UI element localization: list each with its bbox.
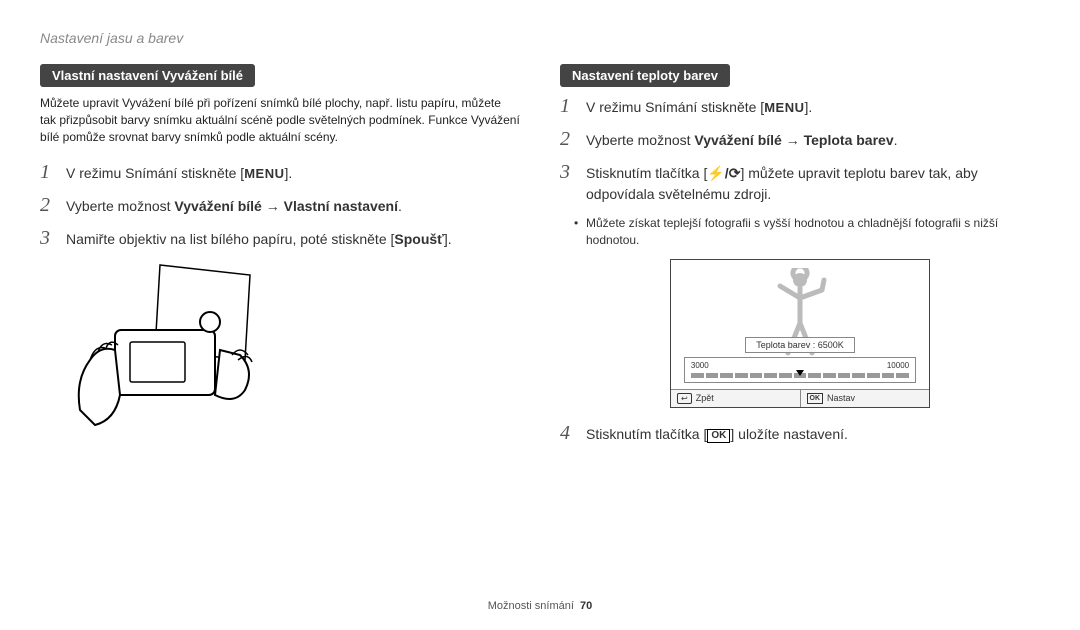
right-step-4: 4 Stisknutím tlačítka [OK] uložíte nasta…: [560, 422, 1040, 445]
step-text-pre: Vyberte možnost: [586, 132, 694, 148]
right-column: Nastavení teploty barev 1 V režimu Snímá…: [560, 64, 1040, 455]
step-number: 2: [40, 194, 56, 217]
camera-screen-preview: Teplota barev : 6500K 3000 10000: [670, 259, 930, 409]
step-text-bold: Spoušť: [394, 231, 444, 247]
slider-max: 10000: [887, 361, 909, 370]
left-step-3: 3 Namiřte objektiv na list bílého papíru…: [40, 227, 520, 250]
camera-paper-illustration: [60, 260, 520, 445]
step-text-post: ].: [444, 231, 452, 247]
step-number: 2: [560, 128, 576, 151]
step-text: Stisknutím tlačítka [⚡/⟳] můžete upravit…: [586, 161, 1040, 205]
left-column: Vlastní nastavení Vyvážení bílé Můžete u…: [40, 64, 520, 455]
ok-button-icon: OK: [707, 429, 730, 443]
step-text-pre: Vyberte možnost: [66, 198, 174, 214]
section-title-left: Vlastní nastavení Vyvážení bílé: [40, 64, 255, 87]
screen-set-button: OK Nastav: [801, 390, 930, 408]
step-text: V režimu Snímání stiskněte [MENU].: [586, 95, 812, 118]
step-number: 3: [40, 227, 56, 250]
step-text-post: ].: [804, 99, 812, 115]
step-text-post: ].: [284, 165, 292, 181]
right-step-3: 3 Stisknutím tlačítka [⚡/⟳] můžete uprav…: [560, 161, 1040, 205]
step-text: Namiřte objektiv na list bílého papíru, …: [66, 227, 452, 250]
page-footer: Možnosti snímání 70: [0, 600, 1080, 612]
slider-thumb-icon: [796, 370, 804, 376]
step-text-post: .: [398, 198, 402, 214]
section-title-right: Nastavení teploty barev: [560, 64, 730, 87]
footer-text: Možnosti snímání: [488, 600, 574, 612]
page-header: Nastavení jasu a barev: [40, 30, 1040, 46]
step-text: Vyberte možnost Vyvážení bílé → Vlastní …: [66, 194, 402, 217]
step-text-pre: V režimu Snímání stiskněte [: [586, 99, 764, 115]
step-text-pre: V režimu Snímání stiskněte [: [66, 165, 244, 181]
step-number: 1: [40, 161, 56, 184]
step-text-pre: Stisknutím tlačítka [: [586, 426, 707, 442]
ok-icon: OK: [807, 393, 824, 404]
step-number: 3: [560, 161, 576, 184]
back-arrow-icon: ↩: [677, 393, 692, 405]
step-text: Stisknutím tlačítka [OK] uložíte nastave…: [586, 422, 848, 445]
step-text: Vyberte možnost Vyvážení bílé → Teplota …: [586, 128, 898, 151]
right-step-1: 1 V režimu Snímání stiskněte [MENU].: [560, 95, 1040, 118]
note-bullet: Můžete získat teplejší fotografii s vyšš…: [586, 215, 1040, 249]
screen-back-button: ↩ Zpět: [671, 390, 801, 408]
temperature-label: Teplota barev : 6500K: [745, 337, 855, 353]
intro-text: Můžete upravit Vyvážení bílé při pořízen…: [40, 95, 520, 145]
step-text-pre: Namiřte objektiv na list bílého papíru, …: [66, 231, 394, 247]
right-step-2: 2 Vyberte možnost Vyvážení bílé → Teplot…: [560, 128, 1040, 151]
menu-icon-text: MENU: [244, 166, 284, 181]
step-text-bold: Vyvážení bílé → Teplota barev: [694, 132, 893, 148]
step-text-post: ] uložíte nastavení.: [730, 426, 848, 442]
temperature-slider: 3000 10000: [684, 357, 916, 383]
step-text-post: .: [894, 132, 898, 148]
step-text-pre: Stisknutím tlačítka [: [586, 165, 707, 181]
step-number: 4: [560, 422, 576, 445]
slider-min: 3000: [691, 361, 709, 370]
footer-page-number: 70: [580, 600, 592, 612]
step-number: 1: [560, 95, 576, 118]
left-step-1: 1 V režimu Snímání stiskněte [MENU].: [40, 161, 520, 184]
set-label: Nastav: [827, 393, 855, 403]
menu-icon-text: MENU: [764, 100, 804, 115]
step-text-bold: Vyvážení bílé → Vlastní nastavení: [174, 198, 398, 214]
flash-timer-icon: ⚡/⟳: [707, 165, 740, 181]
left-step-2: 2 Vyberte možnost Vyvážení bílé → Vlastn…: [40, 194, 520, 217]
back-label: Zpět: [696, 393, 714, 403]
step-text: V režimu Snímání stiskněte [MENU].: [66, 161, 292, 184]
